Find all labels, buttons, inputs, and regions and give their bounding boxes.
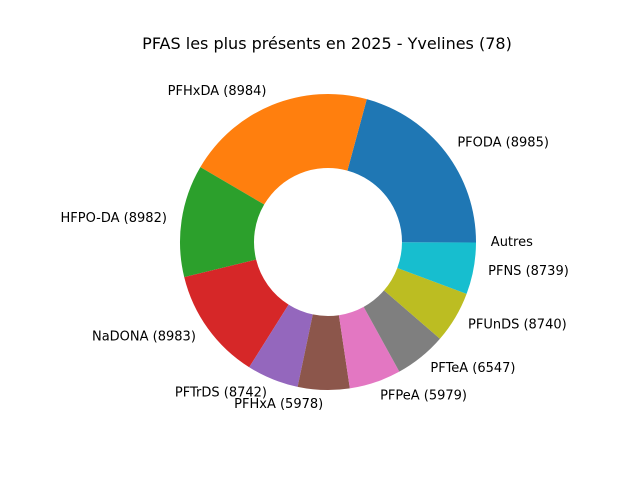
label-pftea-6547: PFTeA (6547)	[430, 361, 515, 376]
label-pftrds-8742: PFTrDS (8742)	[175, 385, 267, 400]
label-pfunds-8740: PFUnDS (8740)	[468, 318, 567, 333]
slice-pftrds-8742	[249, 304, 313, 387]
slice-pfpea-5979	[338, 306, 400, 389]
label-nadona-8983: NaDONA (8983)	[92, 330, 196, 345]
slices-group	[180, 94, 477, 390]
label-pfoda-8985: PFODA (8985)	[457, 136, 549, 151]
label-hfpo-da-8982: HFPO-DA (8982)	[61, 211, 167, 226]
slice-pftea-6547	[363, 290, 440, 372]
label-pfns-8739: PFNS (8739)	[488, 264, 569, 279]
slice-pfhxa-5978	[297, 314, 350, 390]
slice-nadona-8983	[184, 259, 289, 368]
label-pfhxa-5978: PFHxA (5978)	[234, 397, 323, 412]
slice-pfns-8739	[397, 242, 476, 294]
label-pfhxda-8984: PFHxDA (8984)	[168, 84, 267, 99]
slice-hfpo-da-8982	[180, 167, 265, 278]
slice-pfhxda-8984	[200, 94, 367, 205]
chart-title: PFAS les plus présents en 2025 - Yveline…	[142, 34, 512, 53]
slice-pfoda-8985	[347, 99, 477, 242]
label-autres: Autres	[491, 235, 533, 250]
labels-group: PFODA (8985) PFHxDA (8984) HFPO-DA (8982) N…	[61, 84, 569, 412]
slice-pfunds-8740	[383, 267, 467, 339]
label-pfpea-5979: PFPeA (5979)	[380, 389, 467, 404]
